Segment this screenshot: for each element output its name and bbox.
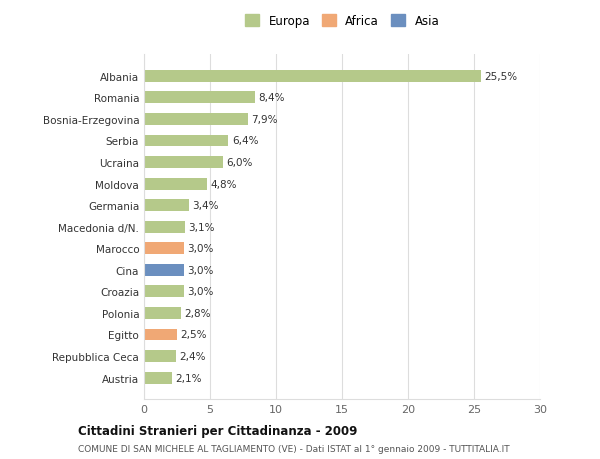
Bar	[144, 114, 248, 126]
Text: 2,1%: 2,1%	[175, 373, 202, 383]
Bar	[144, 92, 255, 104]
Text: 6,4%: 6,4%	[232, 136, 258, 146]
Text: COMUNE DI SAN MICHELE AL TAGLIAMENTO (VE) - Dati ISTAT al 1° gennaio 2009 - TUTT: COMUNE DI SAN MICHELE AL TAGLIAMENTO (VE…	[78, 444, 509, 453]
Bar	[144, 350, 176, 362]
Bar	[144, 200, 189, 212]
Bar	[144, 157, 223, 168]
Text: 6,0%: 6,0%	[227, 158, 253, 168]
Text: 3,1%: 3,1%	[188, 222, 215, 232]
Bar	[144, 329, 177, 341]
Bar	[144, 178, 208, 190]
Text: Cittadini Stranieri per Cittadinanza - 2009: Cittadini Stranieri per Cittadinanza - 2…	[78, 424, 358, 437]
Text: 4,8%: 4,8%	[211, 179, 237, 189]
Bar	[144, 308, 181, 319]
Text: 3,0%: 3,0%	[187, 244, 213, 254]
Text: 2,5%: 2,5%	[181, 330, 207, 340]
Text: 3,4%: 3,4%	[192, 201, 218, 211]
Text: 25,5%: 25,5%	[484, 72, 517, 82]
Text: 3,0%: 3,0%	[187, 287, 213, 297]
Bar	[144, 286, 184, 297]
Legend: Europa, Africa, Asia: Europa, Africa, Asia	[240, 10, 444, 33]
Text: 8,4%: 8,4%	[258, 93, 284, 103]
Bar	[144, 372, 172, 384]
Bar	[144, 264, 184, 276]
Bar	[144, 243, 184, 255]
Bar	[144, 71, 481, 83]
Text: 2,4%: 2,4%	[179, 351, 205, 361]
Bar	[144, 221, 185, 233]
Bar	[144, 135, 229, 147]
Text: 2,8%: 2,8%	[184, 308, 211, 318]
Text: 3,0%: 3,0%	[187, 265, 213, 275]
Text: 7,9%: 7,9%	[251, 115, 278, 125]
